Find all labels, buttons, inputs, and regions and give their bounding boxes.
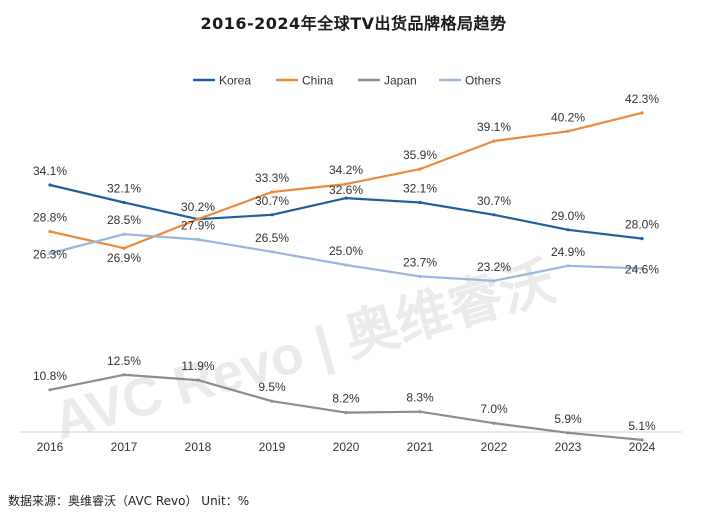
x-tick-label: 2017: [111, 440, 138, 454]
series-china: [48, 111, 644, 250]
data-label-korea: 30.7%: [255, 194, 289, 208]
data-point-korea: [270, 213, 274, 217]
data-label-china: 42.3%: [625, 92, 659, 106]
x-tick-label: 2024: [629, 440, 656, 454]
legend-label: China: [302, 74, 334, 88]
data-point-china: [418, 167, 422, 171]
data-label-korea: 32.1%: [403, 182, 437, 196]
chart-title: 2016-2024年全球TV出货品牌格局趋势: [200, 14, 507, 33]
legend-item-china: China: [276, 74, 334, 88]
data-label-others: 27.9%: [181, 219, 215, 233]
data-point-china: [122, 246, 126, 250]
data-point-japan: [122, 373, 126, 377]
data-point-japan: [48, 388, 52, 392]
data-point-korea: [418, 200, 422, 205]
data-point-japan: [344, 411, 348, 415]
x-tick-label: 2019: [259, 440, 286, 454]
data-label-china: 40.2%: [551, 110, 585, 124]
data-point-others: [48, 251, 52, 256]
data-label-korea: 29.0%: [551, 209, 585, 223]
data-label-korea: 32.1%: [107, 182, 141, 196]
legend: Korea China Japan Others: [193, 74, 501, 88]
legend-item-others: Others: [439, 74, 501, 88]
series-japan: [48, 373, 644, 442]
x-tick-label: 2020: [333, 440, 360, 454]
data-label-japan: 5.1%: [628, 419, 656, 433]
series-others: [48, 232, 644, 283]
data-point-china: [566, 129, 570, 133]
x-tick-label: 2023: [555, 440, 582, 454]
data-label-others: 24.9%: [551, 245, 585, 259]
data-point-japan: [270, 399, 274, 403]
data-point-korea: [344, 196, 348, 200]
data-label-japan: 9.5%: [258, 380, 286, 394]
data-label-china: 35.9%: [403, 148, 437, 162]
data-point-korea: [640, 237, 644, 241]
legend-label: Japan: [384, 74, 417, 88]
data-label-korea: 34.1%: [33, 164, 67, 178]
data-label-korea: 30.2%: [181, 200, 215, 214]
x-tick-label: 2021: [407, 440, 434, 454]
data-label-others: 26.3%: [33, 248, 67, 262]
data-point-others: [270, 250, 274, 254]
data-label-china: 33.3%: [255, 171, 289, 185]
data-label-korea: 32.6%: [329, 183, 363, 197]
data-point-korea: [48, 183, 52, 187]
data-point-china: [344, 182, 348, 186]
x-tick-label: 2016: [37, 440, 64, 454]
data-label-china: 28.8%: [33, 211, 67, 225]
data-point-korea: [492, 213, 496, 217]
data-point-china: [270, 190, 274, 194]
data-label-others: 26.5%: [255, 231, 289, 245]
data-point-japan: [640, 438, 644, 442]
data-label-japan: 8.3%: [406, 391, 434, 405]
data-point-japan: [418, 410, 422, 414]
data-labels: 34.1% 32.1% 30.2% 30.7% 32.6% 32.1% 30.7% 29.0%…: [33, 92, 659, 433]
data-point-others: [122, 232, 126, 236]
data-label-japan: 5.9%: [554, 412, 582, 426]
data-label-japan: 11.9%: [181, 359, 214, 373]
data-label-others: 24.6%: [625, 263, 659, 277]
data-label-china: 26.9%: [107, 251, 141, 265]
x-tick-label: 2018: [185, 440, 212, 454]
data-label-korea: 28.0%: [625, 218, 659, 232]
data-point-china: [196, 217, 200, 221]
data-point-china: [640, 111, 644, 115]
x-axis: 2016 2017 2018 2019 2020 2021 2022 2023 2024: [20, 431, 682, 454]
legend-label: Others: [465, 74, 501, 88]
data-label-japan: 10.8%: [33, 369, 67, 383]
data-label-japan: 7.0%: [480, 402, 508, 416]
data-label-korea: 30.7%: [477, 194, 511, 208]
data-label-others: 23.7%: [403, 255, 437, 269]
data-label-others: 23.2%: [477, 260, 511, 274]
series-lines: [48, 111, 644, 442]
x-tick-label: 2022: [481, 440, 508, 454]
data-point-others: [344, 263, 348, 267]
legend-item-japan: Japan: [358, 74, 417, 88]
data-point-china: [492, 139, 496, 143]
data-point-others: [196, 237, 200, 242]
data-label-china: 34.2%: [329, 163, 363, 177]
source-note: 数据来源：奥维睿沃（AVC Revo） Unit：%: [8, 494, 250, 508]
data-point-korea: [566, 228, 570, 232]
data-point-korea: [122, 200, 126, 205]
data-label-japan: 8.2%: [332, 392, 360, 406]
legend-item-korea: Korea: [193, 74, 251, 88]
data-point-china: [48, 229, 52, 234]
data-point-japan: [566, 431, 570, 435]
legend-label: Korea: [219, 74, 251, 88]
data-point-others: [418, 274, 422, 278]
data-point-japan: [492, 421, 496, 425]
data-label-others: 25.0%: [329, 244, 363, 258]
data-label-japan: 12.5%: [107, 354, 141, 368]
data-point-others: [640, 266, 644, 271]
data-point-others: [566, 264, 570, 268]
data-label-others: 28.5%: [107, 213, 141, 227]
data-label-china: 39.1%: [477, 120, 511, 134]
data-point-others: [492, 279, 496, 283]
data-point-japan: [196, 378, 200, 382]
